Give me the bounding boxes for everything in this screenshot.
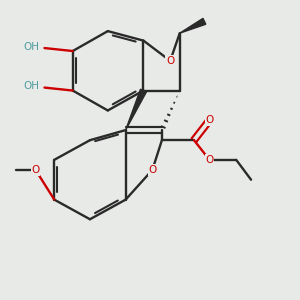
- Text: O: O: [148, 165, 157, 175]
- Polygon shape: [180, 18, 206, 33]
- Text: O: O: [32, 165, 40, 175]
- Text: O: O: [205, 115, 214, 125]
- Polygon shape: [126, 89, 146, 130]
- Text: O: O: [205, 155, 214, 165]
- Text: OH: OH: [23, 42, 39, 52]
- Text: O: O: [166, 56, 174, 66]
- Text: OH: OH: [23, 81, 39, 91]
